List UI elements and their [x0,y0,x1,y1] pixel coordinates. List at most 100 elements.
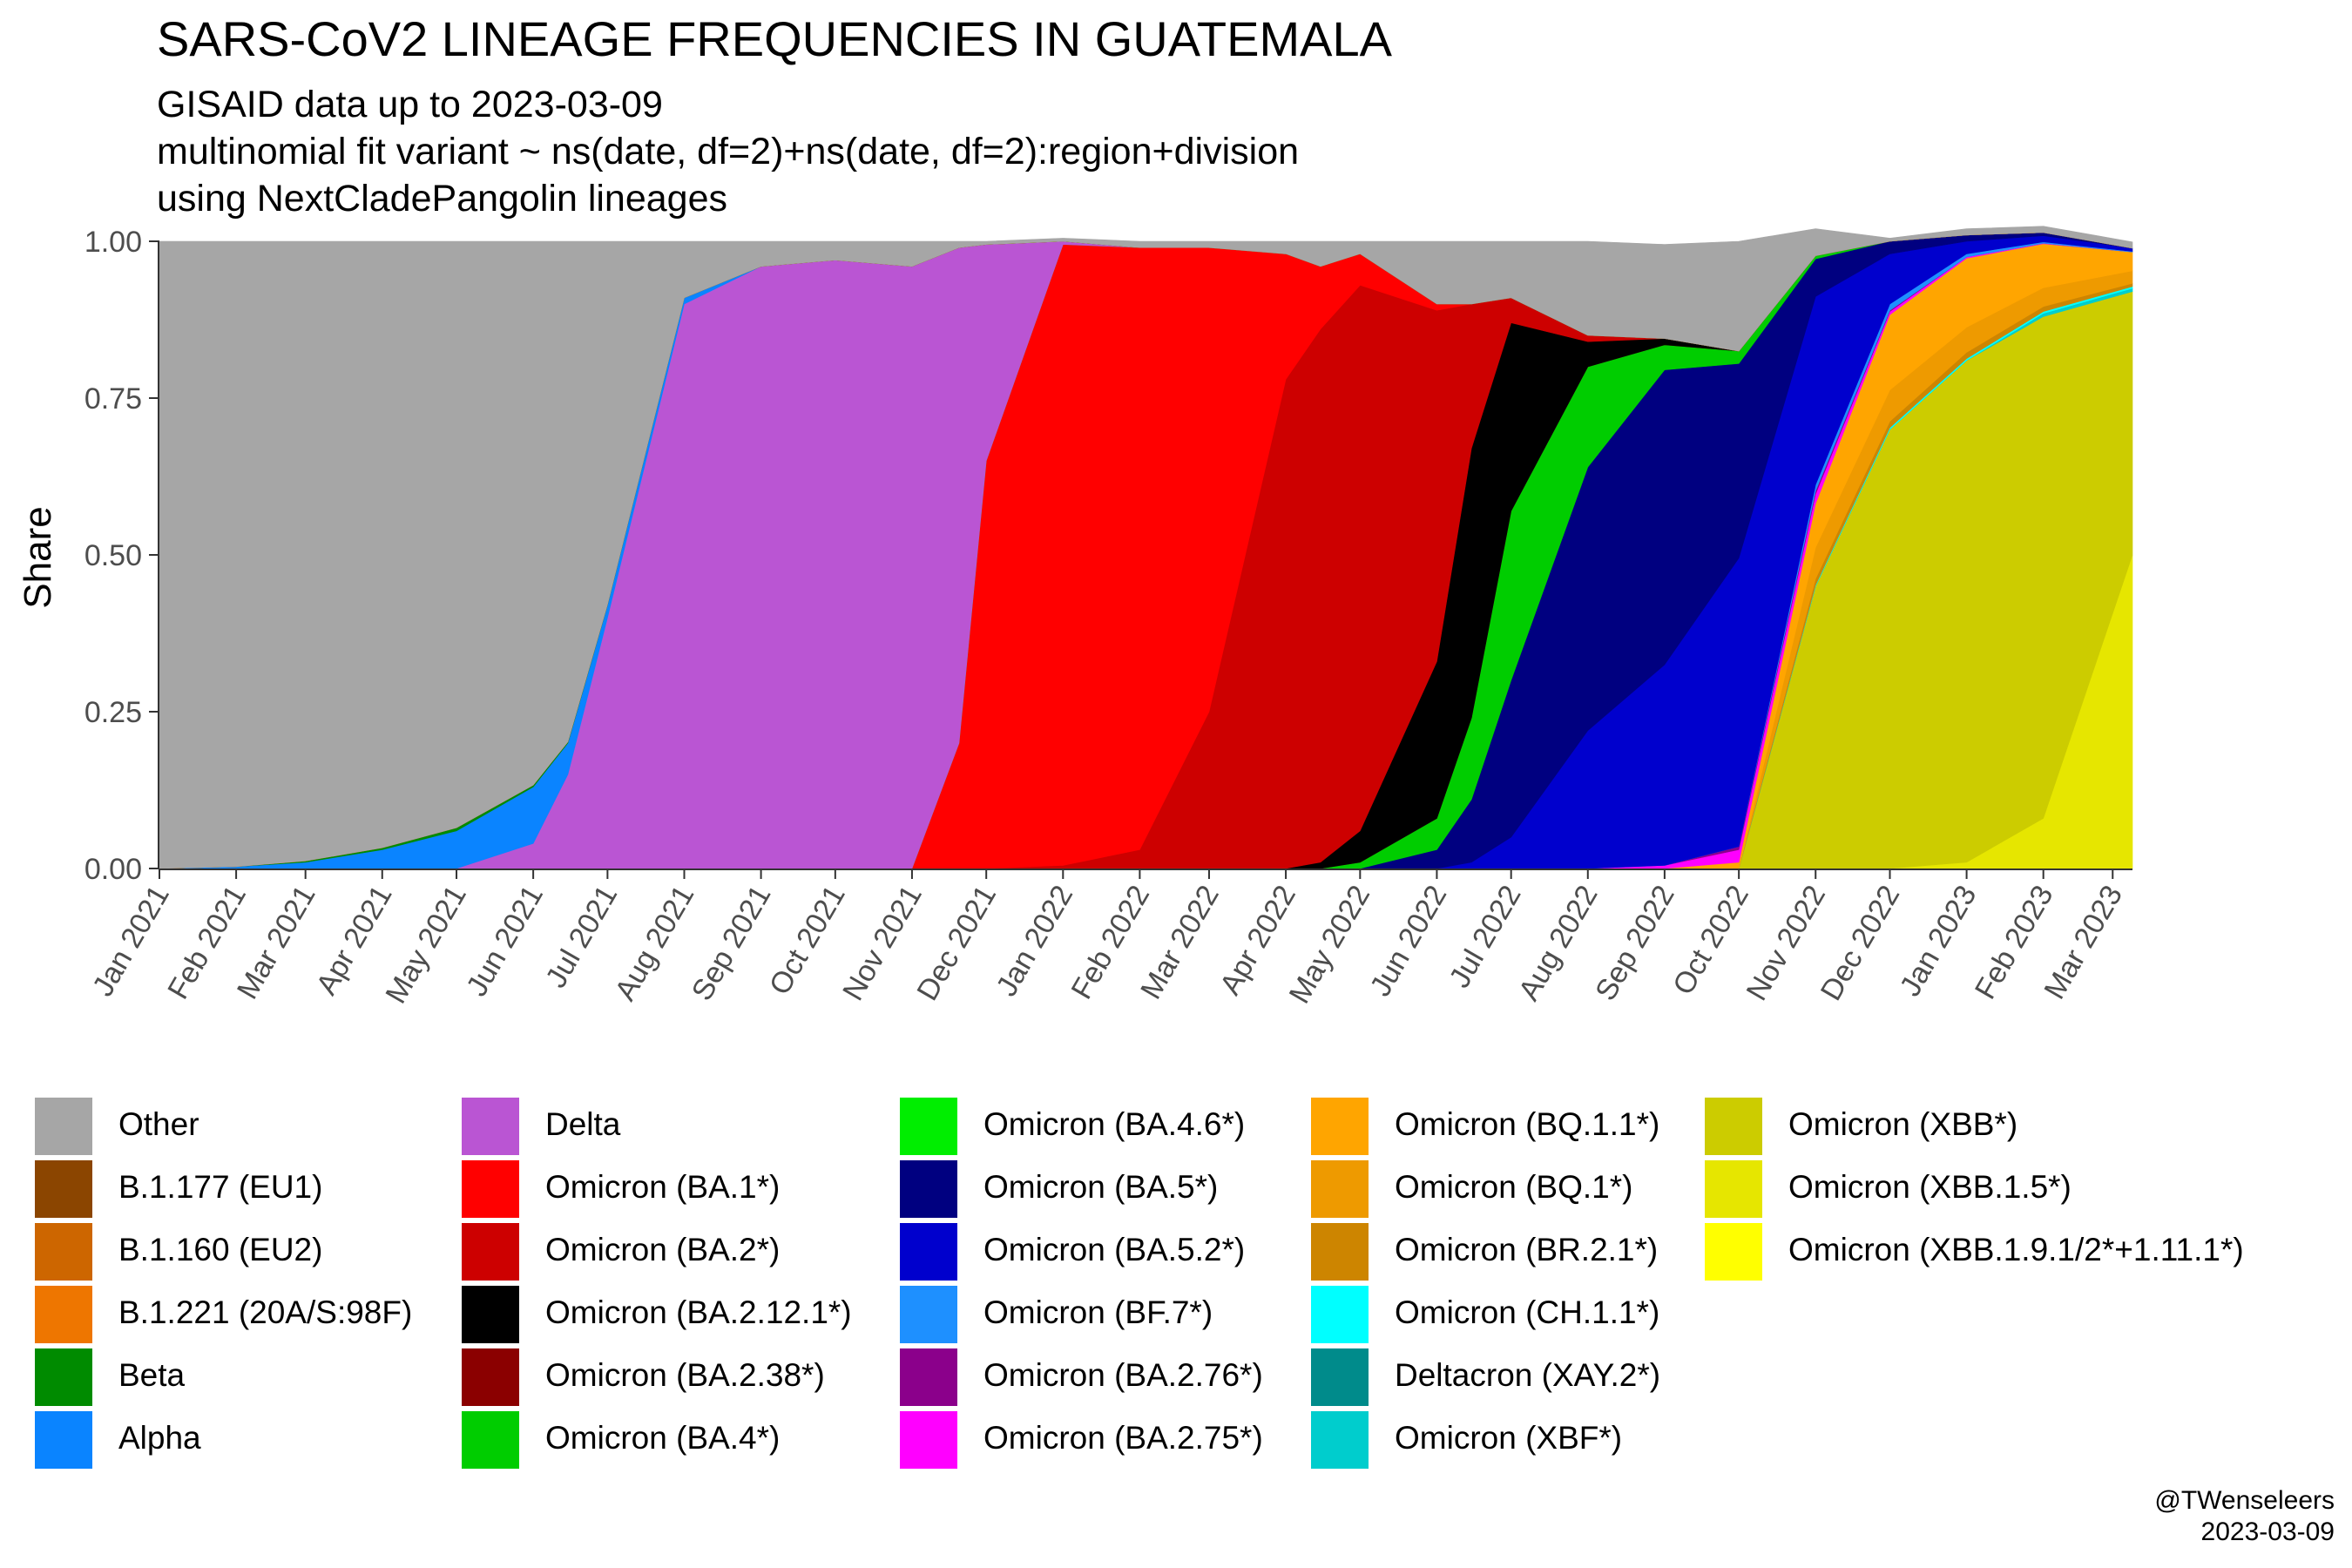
legend-key-swatch [1311,1286,1369,1343]
legend-key-swatch [1705,1223,1762,1281]
legend-item-omicron-ba-2-75: Omicron (BA.2.75*) [900,1409,1353,1472]
legend-key-swatch [900,1160,957,1218]
x-tick-label: Jan 2023 [1894,880,1984,1002]
legend-item-b-1-177-eu1: B.1.177 (EU1) [35,1159,488,1221]
legend-key-swatch [900,1223,957,1281]
legend-key-swatch [900,1286,957,1343]
legend-item-deltacron-xay-2: Deltacron (XAY.2*) [1311,1347,1764,1409]
legend-label: Omicron (BA.4.6*) [983,1106,1246,1142]
legend-key-swatch [900,1098,957,1155]
legend-key-swatch [900,1411,957,1469]
legend-item-omicron-ba-2-12-1: Omicron (BA.2.12.1*) [462,1284,915,1347]
x-tick-label: Jan 2021 [86,880,176,1002]
legend-item-beta: Beta [35,1347,488,1409]
legend-key-swatch [462,1098,519,1155]
legend-item-omicron-bf-7: Omicron (BF.7*) [900,1284,1353,1347]
legend-key-swatch [1705,1160,1762,1218]
y-tick-label: 0.00 [84,853,142,886]
area-other [159,226,2133,869]
credit: @TWenseleers 2023-03-09 [2154,1485,2335,1548]
legend-label: Omicron (XBB.1.9.1/2*+1.11.1*) [1788,1232,2244,1267]
legend-item-b-1-221-20a-s-98f: B.1.221 (20A/S:98F) [35,1284,488,1347]
x-tick-label: Jul 2021 [539,880,624,993]
legend: Other B.1.177 (EU1) B.1.160 (EU2) B.1.221 (… [35,1096,2343,1479]
legend-item-omicron-ba-5-2: Omicron (BA.5.2*) [900,1221,1353,1284]
legend-label: Omicron (BF.7*) [983,1294,1213,1330]
legend-label: Omicron (BA.2.38*) [545,1357,825,1393]
legend-label: Other [118,1106,199,1142]
legend-item-omicron-br-2-1: Omicron (BR.2.1*) [1311,1221,1764,1284]
legend-label: Omicron (BA.5*) [983,1169,1219,1205]
legend-key-swatch [1311,1160,1369,1218]
legend-label: Omicron (BA.2*) [545,1232,781,1267]
x-tick-label: Jun 2021 [460,880,550,1002]
legend-label: Omicron (BA.5.2*) [983,1232,1246,1267]
legend-item-omicron-bq-1: Omicron (BQ.1*) [1311,1159,1764,1221]
legend-label: Omicron (BA.2.76*) [983,1357,1263,1393]
legend-item-omicron-xbb: Omicron (XBB*) [1705,1096,2158,1159]
legend-item-delta: Delta [462,1096,915,1159]
legend-label: Delta [545,1106,621,1142]
chart-subtitle-line-1: GISAID data up to 2023-03-09 [157,84,663,125]
legend-item-omicron-ba-2-76: Omicron (BA.2.76*) [900,1347,1353,1409]
legend-label: Alpha [118,1420,201,1456]
legend-item-omicron-xbb-1-9-1-2-1-11-1: Omicron (XBB.1.9.1/2*+1.11.1*) [1705,1221,2244,1284]
legend-label: Deltacron (XAY.2*) [1395,1357,1661,1393]
legend-key-swatch [1311,1223,1369,1281]
legend-item-omicron-ba-2: Omicron (BA.2*) [462,1221,915,1284]
legend-item-omicron-ba-1: Omicron (BA.1*) [462,1159,915,1221]
legend-item-omicron-ba-4: Omicron (BA.4*) [462,1409,915,1472]
legend-key-swatch [35,1223,92,1281]
legend-label: B.1.177 (EU1) [118,1169,323,1205]
y-tick-label: 0.75 [84,382,142,416]
legend-key-swatch [462,1223,519,1281]
legend-label: Omicron (BA.2.75*) [983,1420,1263,1456]
legend-key-swatch [35,1348,92,1406]
y-tick-label: 0.50 [84,539,142,572]
y-axis: 0.00 0.25 0.50 0.75 1.00 [84,226,159,886]
legend-key-swatch [462,1411,519,1469]
legend-key-swatch [462,1286,519,1343]
legend-item-omicron-xbb-1-5: Omicron (XBB.1.5*) [1705,1159,2158,1221]
legend-item-alpha: Alpha [35,1409,488,1472]
chart-subtitle-line-2: multinomial fit variant ~ ns(date, df=2)… [157,131,1300,172]
legend-label: Omicron (XBB.1.5*) [1788,1169,2072,1205]
legend-label: B.1.160 (EU2) [118,1232,323,1267]
x-tick-label: Jan 2022 [990,880,1079,1002]
legend-label: Omicron (BA.1*) [545,1169,781,1205]
legend-label: B.1.221 (20A/S:98F) [118,1294,413,1330]
chart-title: SARS-CoV2 LINEAGE FREQUENCIES IN GUATEMA… [157,11,1392,66]
legend-key-swatch [35,1098,92,1155]
legend-label: Beta [118,1357,186,1393]
x-tick-label: Jul 2022 [1443,880,1527,993]
legend-key-swatch [1311,1098,1369,1155]
y-axis-label: Share [17,506,59,608]
credit-handle: @TWenseleers [2154,1486,2335,1515]
legend-label: Omicron (XBB*) [1788,1106,2018,1142]
legend-label: Omicron (CH.1.1*) [1395,1294,1660,1330]
legend-key-swatch [35,1411,92,1469]
legend-key-swatch [1705,1098,1762,1155]
legend-key-swatch [35,1286,92,1343]
x-tick-label: Jun 2022 [1363,880,1453,1002]
y-tick-label: 0.25 [84,696,142,729]
legend-item-omicron-ba-5: Omicron (BA.5*) [900,1159,1353,1221]
legend-item-omicron-xbf: Omicron (XBF*) [1311,1409,1764,1472]
legend-label: Omicron (BR.2.1*) [1395,1232,1659,1267]
legend-label: Omicron (XBF*) [1395,1420,1623,1456]
legend-key-swatch [462,1160,519,1218]
legend-item-omicron-ch-1-1: Omicron (CH.1.1*) [1311,1284,1764,1347]
legend-key-swatch [35,1160,92,1218]
legend-label: Omicron (BA.4*) [545,1420,781,1456]
legend-item-omicron-ba-4-6: Omicron (BA.4.6*) [900,1096,1353,1159]
chart-subtitle-line-3: using NextCladePangolin lineages [157,178,727,220]
legend-item-omicron-bq-1-1: Omicron (BQ.1.1*) [1311,1096,1764,1159]
legend-item-b-1-160-eu2: B.1.160 (EU2) [35,1221,488,1284]
legend-key-swatch [1311,1348,1369,1406]
legend-key-swatch [900,1348,957,1406]
chart-areas [159,226,2133,869]
legend-item-omicron-ba-2-38: Omicron (BA.2.38*) [462,1347,915,1409]
legend-key-swatch [462,1348,519,1406]
